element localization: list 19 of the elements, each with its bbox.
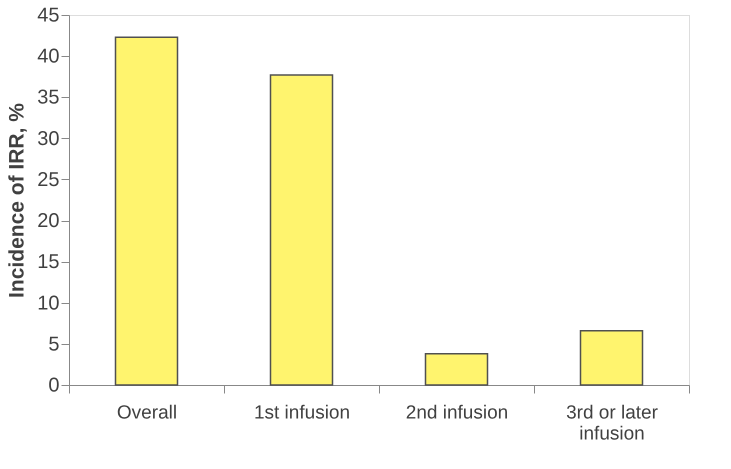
x-tick-label: 2nd infusion <box>406 402 508 424</box>
x-tick-label: 3rd or later infusion <box>566 402 659 444</box>
x-tick-label: Overall <box>116 402 178 424</box>
bar <box>114 36 178 386</box>
y-tick-label: 20 <box>37 210 60 232</box>
y-tick-label: 10 <box>37 292 60 314</box>
bar <box>270 74 334 386</box>
y-tick-label: 25 <box>37 168 60 191</box>
y-axis-title: Incidence of IRR, % <box>5 102 28 298</box>
y-tick-label: 0 <box>48 374 60 396</box>
y-tick-label: 40 <box>37 46 60 68</box>
y-tick-label: 30 <box>37 128 60 150</box>
bar <box>580 330 644 386</box>
y-tick-label: 45 <box>37 4 60 26</box>
y-tick-label: 35 <box>37 86 60 109</box>
bar <box>424 353 488 386</box>
y-tick-label: 5 <box>48 333 60 356</box>
x-tick-label: 1st infusion <box>254 402 350 424</box>
y-tick-label: 15 <box>37 251 60 274</box>
